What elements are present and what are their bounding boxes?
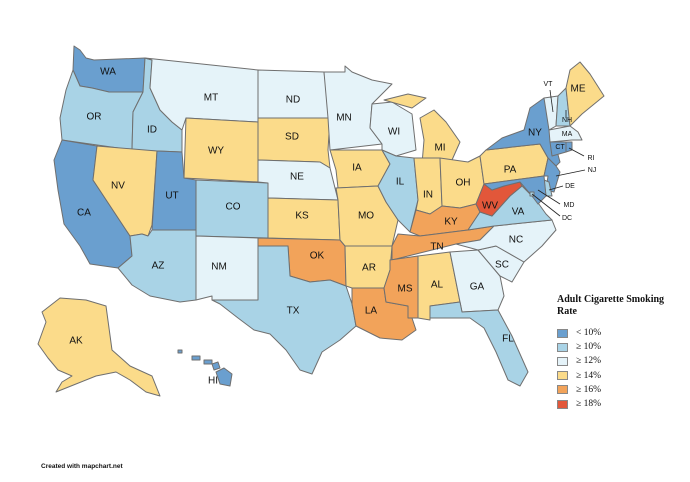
leader-lines	[531, 89, 586, 217]
legend: Adult Cigarette Smoking Rate < 10% ≥ 10% ≥…	[557, 294, 682, 411]
label-MI: MI	[434, 143, 445, 154]
label-ID: ID	[147, 125, 157, 136]
label-OR: OR	[87, 112, 102, 123]
legend-item: ≥ 10%	[557, 340, 682, 354]
legend-item: ≥ 16%	[557, 383, 682, 397]
label-MT: MT	[204, 93, 218, 104]
label-CT: CT	[555, 144, 565, 151]
state-HI	[177, 349, 233, 387]
label-VA: VA	[512, 207, 525, 218]
label-MO: MO	[358, 211, 374, 222]
label-TX: TX	[287, 306, 300, 317]
state-TX	[211, 245, 357, 375]
label-WA: WA	[100, 67, 116, 78]
legend-item: ≥ 12%	[557, 354, 682, 368]
label-IL: IL	[396, 177, 405, 188]
legend-label: < 10%	[576, 328, 602, 339]
state-FL	[429, 301, 529, 387]
label-HI: HI	[208, 376, 218, 387]
label-AZ: AZ	[152, 261, 165, 272]
label-ND: ND	[286, 95, 300, 106]
label-NE: NE	[290, 172, 304, 183]
label-NC: NC	[509, 235, 523, 246]
state-MN	[323, 65, 393, 151]
label-GA: GA	[470, 282, 485, 293]
legend-label: ≥ 16%	[576, 384, 602, 395]
label-SD: SD	[285, 132, 299, 143]
legend-item: ≥ 18%	[557, 397, 682, 411]
label-MS: MS	[398, 284, 413, 295]
state-AK	[37, 297, 161, 397]
legend-swatch	[557, 371, 568, 381]
label-NH: NH	[562, 117, 572, 124]
label-KY: KY	[444, 217, 458, 228]
label-IA: IA	[352, 163, 362, 174]
label-MD: MD	[564, 202, 575, 209]
label-RI: RI	[588, 155, 595, 162]
label-NY: NY	[528, 128, 542, 139]
state-IL	[377, 149, 419, 233]
label-AL: AL	[431, 280, 444, 291]
state-MI	[383, 93, 461, 165]
state-NM	[195, 235, 259, 301]
label-NM: NM	[211, 262, 227, 273]
credit-text: Created with mapchart.net	[41, 463, 123, 470]
state-RI	[565, 141, 573, 153]
label-MA: MA	[562, 131, 573, 138]
label-AR: AR	[362, 263, 376, 274]
label-UT: UT	[165, 191, 178, 202]
legend-swatch	[557, 385, 568, 395]
legend-item: ≥ 14%	[557, 369, 682, 383]
label-WI: WI	[388, 127, 400, 138]
legend-rows: < 10% ≥ 10% ≥ 12% ≥ 14% ≥ 16% ≥ 18%	[557, 326, 682, 411]
label-NJ: NJ	[588, 167, 597, 174]
label-PA: PA	[504, 165, 517, 176]
label-FL: FL	[502, 334, 514, 345]
label-OH: OH	[456, 178, 471, 189]
label-ME: ME	[571, 84, 586, 95]
legend-label: ≥ 12%	[576, 356, 602, 367]
legend-swatch	[557, 342, 568, 352]
label-SC: SC	[495, 260, 509, 271]
legend-swatch	[557, 328, 568, 338]
label-CO: CO	[226, 202, 241, 213]
label-VT: VT	[544, 81, 554, 88]
label-MN: MN	[336, 113, 352, 124]
label-TN: TN	[430, 242, 443, 253]
state-ME	[565, 61, 605, 127]
legend-swatch	[557, 356, 568, 366]
legend-title: Adult Cigarette Smoking Rate	[557, 294, 665, 317]
legend-label: ≥ 18%	[576, 399, 602, 410]
label-NV: NV	[111, 181, 125, 192]
legend-label: ≥ 10%	[576, 342, 602, 353]
label-LA: LA	[365, 306, 378, 317]
legend-item: < 10%	[557, 326, 682, 340]
legend-label: ≥ 14%	[576, 370, 602, 381]
label-DE: DE	[565, 183, 575, 190]
label-OK: OK	[310, 251, 325, 262]
label-KS: KS	[295, 211, 309, 222]
label-CA: CA	[77, 208, 91, 219]
label-WY: WY	[208, 146, 224, 157]
label-DC: DC	[562, 215, 572, 222]
state-labels: WA OR CA ID NV UT AZ MT WY CO NM ND SD N…	[69, 67, 596, 387]
label-AK: AK	[69, 336, 83, 347]
label-WV: WV	[482, 201, 498, 212]
label-IN: IN	[423, 190, 433, 201]
state-IN	[413, 157, 443, 215]
legend-swatch	[557, 399, 568, 409]
